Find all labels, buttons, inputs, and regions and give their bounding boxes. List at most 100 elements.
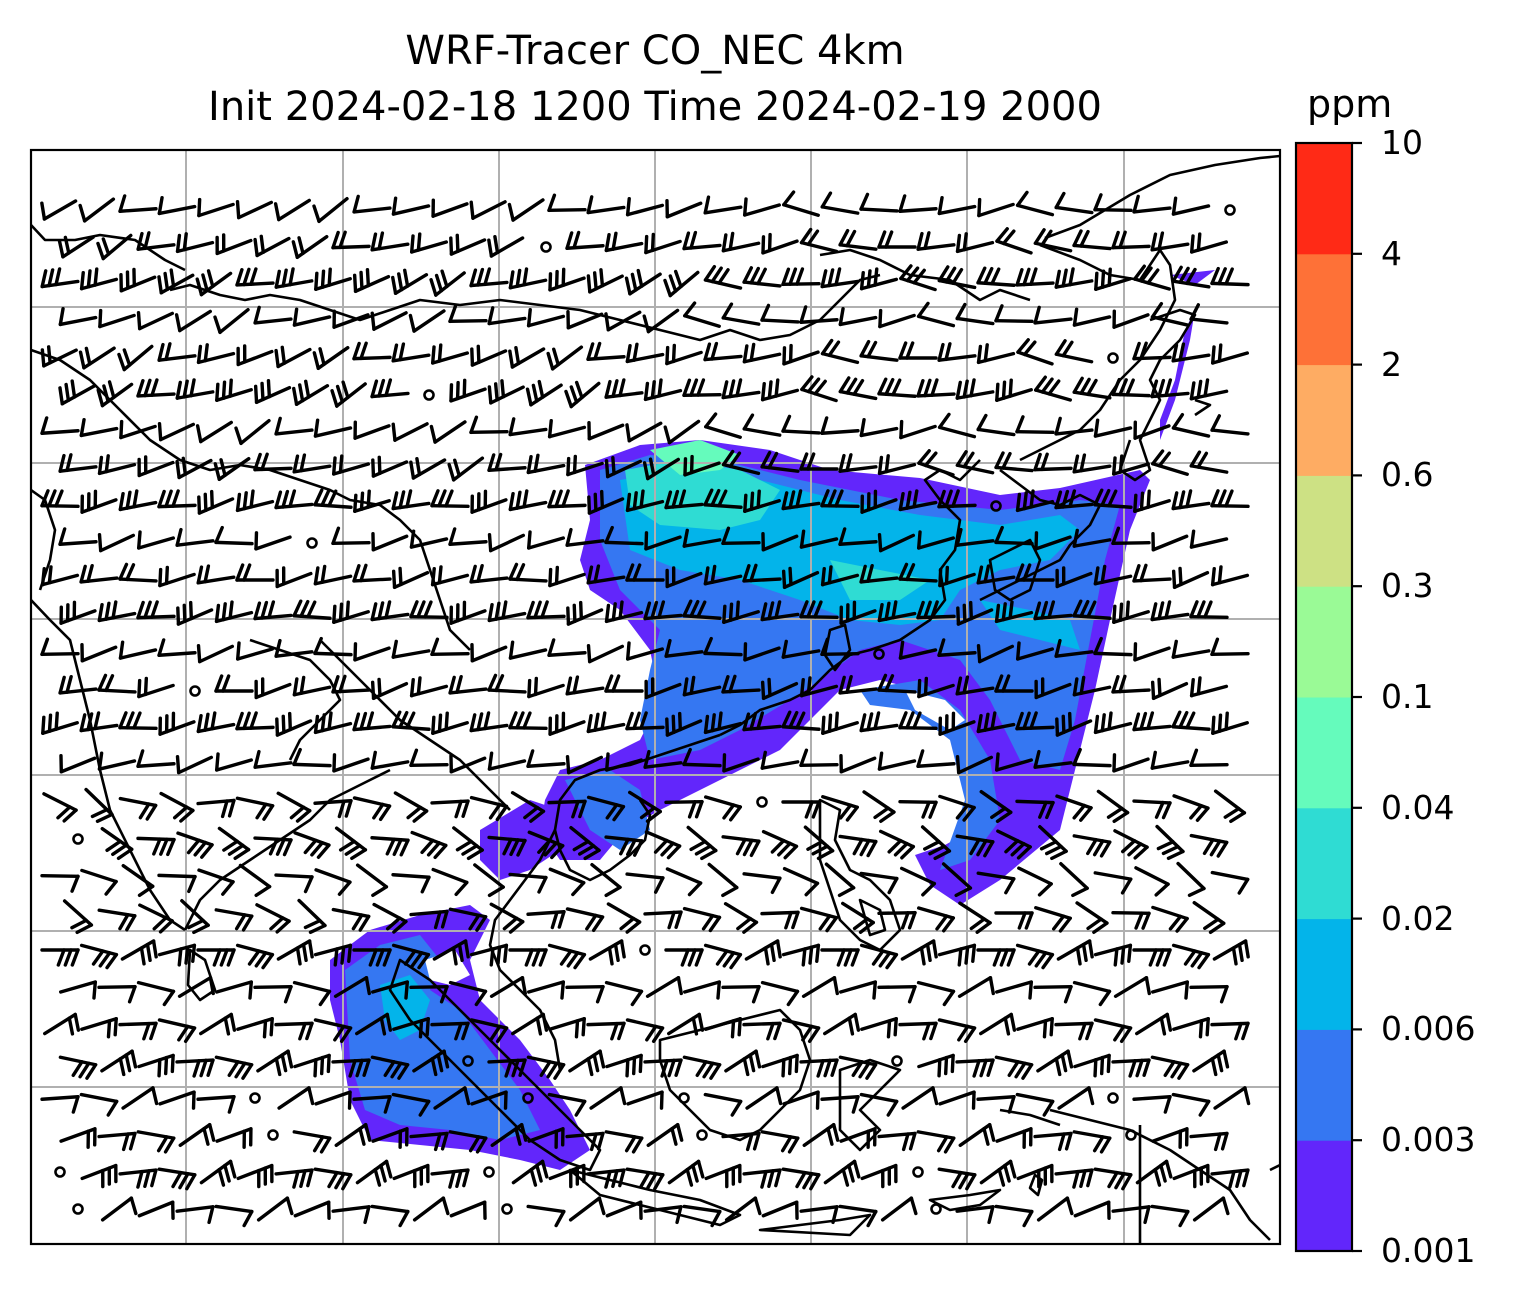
wind-barb <box>955 834 995 858</box>
wind-barb <box>489 976 527 998</box>
wind-barb <box>1034 531 1072 551</box>
wind-barb <box>1210 414 1250 436</box>
wind-barb <box>158 565 196 588</box>
wind-barb <box>586 1021 626 1041</box>
wind-barb <box>1189 748 1229 768</box>
tracer-contour <box>565 770 650 850</box>
wind-barb <box>370 980 410 1000</box>
wind-barb <box>79 417 119 438</box>
wind-calm-circle <box>678 1092 690 1104</box>
wind-calm-circle <box>423 389 435 401</box>
wind-barb <box>548 565 586 588</box>
wind-barb <box>782 1090 820 1110</box>
wind-barb <box>58 980 98 1000</box>
wind-barb <box>703 341 743 362</box>
wind-barb <box>917 449 955 477</box>
coastline <box>1049 1108 1271 1241</box>
wind-barb <box>526 600 566 620</box>
wind-barb <box>760 600 800 622</box>
wind-barb <box>1171 196 1211 216</box>
wind-barb <box>235 641 275 661</box>
wind-barb <box>996 829 1032 860</box>
wind-barb <box>625 641 665 661</box>
wind-barb <box>683 301 721 328</box>
wind-barb <box>96 233 133 261</box>
wind-barb <box>391 566 430 590</box>
wind-barb <box>79 267 119 291</box>
wind-barb <box>683 454 721 477</box>
wind-barb <box>1111 674 1151 694</box>
wind-barb <box>682 378 722 398</box>
wind-barb <box>121 863 155 898</box>
wind-barb <box>313 711 353 735</box>
wind-barb <box>781 489 821 511</box>
wind-barb <box>331 454 371 476</box>
wind-barb <box>799 1058 839 1078</box>
wind-barb <box>214 980 254 1000</box>
wind-barb <box>469 943 509 967</box>
wind-barb <box>449 233 487 256</box>
coastline <box>658 1008 812 1142</box>
wind-barb <box>293 1200 331 1220</box>
wind-barb <box>508 489 548 512</box>
wind-barb <box>433 1086 471 1110</box>
wind-barb <box>409 909 449 930</box>
wind-calm-circle <box>72 1203 84 1215</box>
chart-title-line2: Init 2024-02-18 1200 Time 2024-02-19 200… <box>208 84 1102 130</box>
wind-barb <box>330 380 367 408</box>
wind-barb <box>898 562 938 583</box>
wind-barb <box>175 754 214 775</box>
wind-barb <box>352 1095 392 1114</box>
colorbar-segment <box>1296 364 1352 476</box>
wind-barb <box>370 750 410 770</box>
wind-barb <box>40 489 80 509</box>
wind-barb <box>78 346 116 370</box>
wind-barb <box>1094 267 1132 291</box>
wind-barb <box>920 825 952 861</box>
wind-barb <box>916 301 956 328</box>
wind-barb <box>1072 376 1112 400</box>
wind-barb <box>548 867 586 897</box>
wind-barb <box>215 378 253 402</box>
wind-barb <box>1192 1196 1230 1222</box>
wind-barb <box>1210 1021 1250 1041</box>
wind-barb <box>859 711 899 733</box>
wind-barb <box>548 1163 586 1189</box>
wind-barb <box>745 1086 783 1110</box>
wind-barb <box>823 1012 861 1036</box>
wind-barb <box>196 948 236 967</box>
wind-barb <box>799 529 839 549</box>
wind-barb <box>955 675 995 696</box>
wind-barb <box>118 562 158 583</box>
wind-barb <box>898 489 938 512</box>
wind-barb <box>197 197 235 218</box>
wind-barb <box>547 489 587 509</box>
wind-barb <box>605 1200 643 1220</box>
wind-barb <box>1112 753 1150 773</box>
wind-barb <box>1054 267 1094 289</box>
wind-barb <box>644 232 682 255</box>
wind-barb <box>626 1090 664 1110</box>
wind-barb <box>548 1017 586 1039</box>
wind-barb <box>799 227 839 254</box>
wind-barb <box>80 643 118 663</box>
wind-barb <box>136 836 176 857</box>
colorbar <box>1296 143 1352 1252</box>
wind-barb <box>370 1055 410 1080</box>
wind-barb <box>253 600 293 621</box>
wind-barb <box>1134 866 1170 897</box>
wind-barb <box>274 1168 314 1189</box>
wind-barb <box>334 1122 372 1148</box>
wind-barb <box>955 1058 995 1078</box>
coastline <box>169 273 881 342</box>
wind-barb <box>955 754 994 775</box>
wind-barb <box>331 907 371 932</box>
wind-barb <box>370 1204 410 1228</box>
wind-barb <box>566 310 604 330</box>
coastline <box>568 1168 742 1227</box>
colorbar-segment <box>1296 807 1352 920</box>
wind-barb <box>40 1095 80 1114</box>
wind-barb <box>508 948 548 967</box>
wind-barb <box>565 754 604 775</box>
wind-barb <box>1015 711 1055 731</box>
